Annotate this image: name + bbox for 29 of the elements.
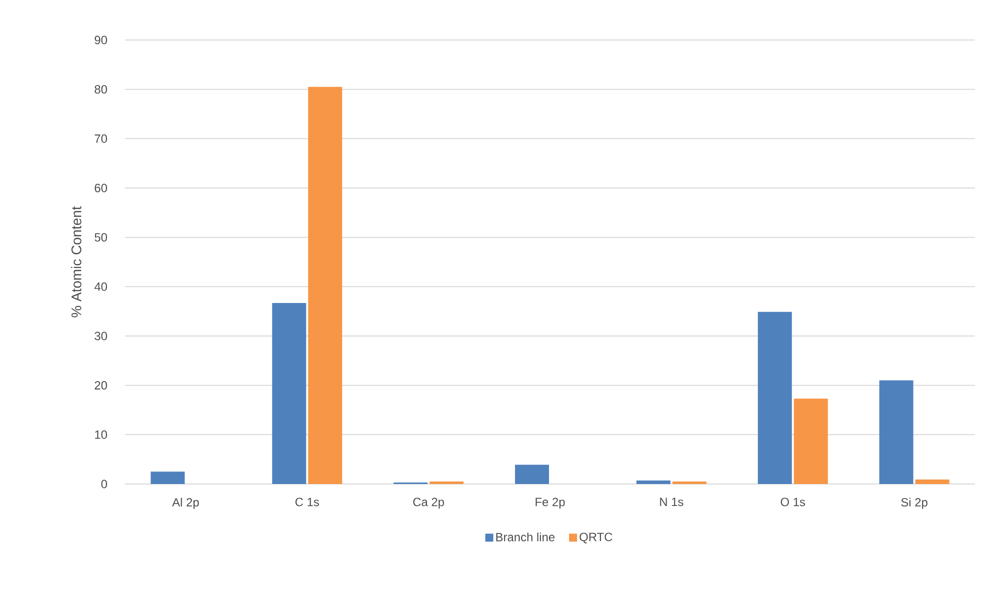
bar (794, 398, 828, 484)
y-tick-label: 30 (94, 332, 108, 340)
bar (636, 480, 670, 484)
bar (515, 464, 549, 484)
y-tick-label: 40 (94, 282, 108, 291)
y-tick-label: 20 (94, 381, 108, 390)
bar (308, 86, 342, 484)
bar (879, 380, 914, 484)
y-tick-label: 90 (94, 36, 108, 44)
bar (150, 472, 185, 484)
bar (915, 480, 950, 484)
y-tick-label: 70 (94, 134, 108, 143)
x-tick-label: Ca 2p (413, 498, 444, 509)
x-tick-label: Al 2p (172, 498, 199, 509)
x-tick-label: O 1s (780, 498, 806, 506)
y-tick-label: 50 (94, 233, 108, 242)
y-tick-label: 60 (94, 184, 108, 192)
legend-label: Branch line (496, 532, 555, 542)
y-axis-title: % Atomic Content (71, 206, 82, 318)
y-tick-label: 0 (101, 480, 108, 488)
legend-label: QRTC (580, 532, 612, 544)
x-tick-label: C 1s (295, 498, 319, 506)
x-tick-label: Fe 2p (536, 498, 565, 509)
y-tick-label: 10 (95, 430, 108, 439)
bar (272, 302, 306, 484)
y-tick-label: 80 (94, 85, 108, 94)
x-tick-label: N 1s (660, 498, 684, 506)
bar (758, 312, 792, 484)
x-tick-label: Si 2p (901, 498, 928, 509)
